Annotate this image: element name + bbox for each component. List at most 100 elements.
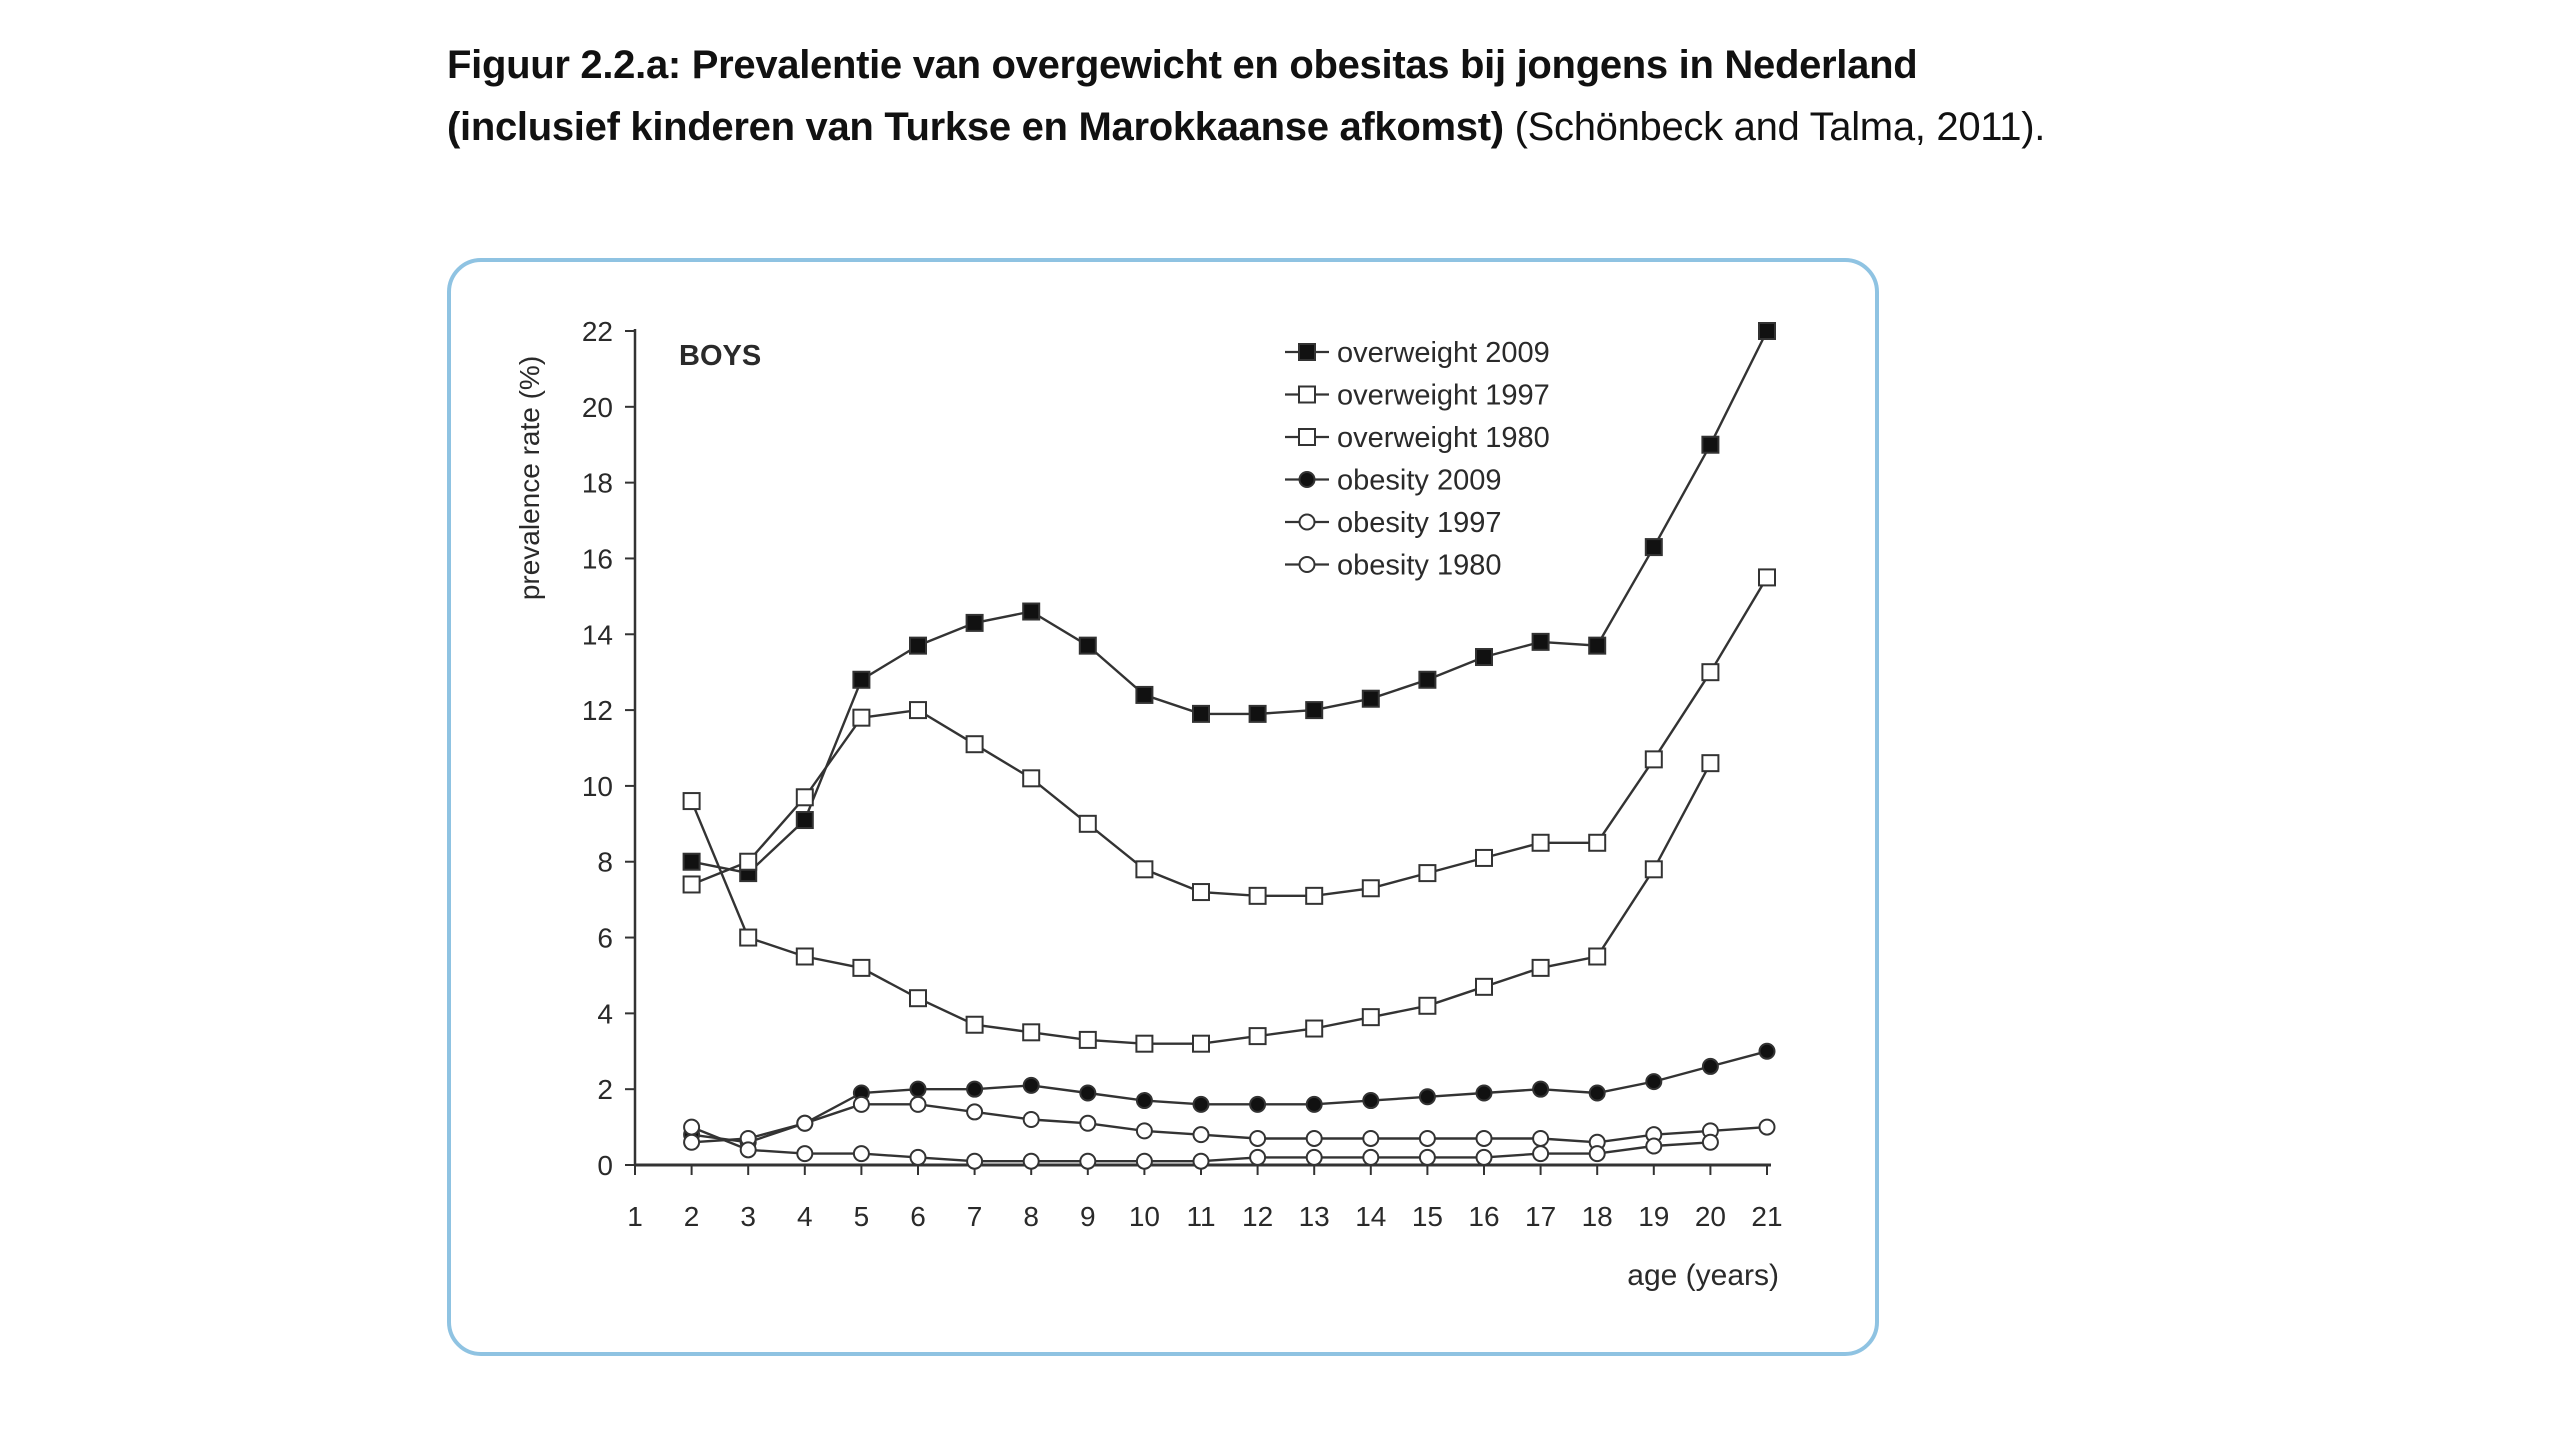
- data-point-marker: [1298, 471, 1316, 488]
- data-point-marker: [739, 1141, 757, 1159]
- x-tick-label: 2: [684, 1201, 700, 1232]
- y-tick-label: 22: [582, 316, 613, 347]
- data-point-marker: [1135, 1122, 1153, 1140]
- legend-item: obesity 1980: [1285, 550, 1501, 582]
- data-point-marker: [852, 1145, 870, 1163]
- legend-item: overweight 2009: [1285, 337, 1550, 369]
- data-point-marker: [965, 735, 984, 754]
- data-point-marker: [1192, 704, 1210, 723]
- series-overweight-1980: [682, 754, 1720, 1053]
- series-lines: [682, 322, 1776, 1170]
- data-point-marker: [1305, 886, 1324, 905]
- data-point-marker: [1645, 1137, 1663, 1155]
- y-tick-label: 12: [582, 695, 613, 726]
- data-point-marker: [1022, 769, 1041, 788]
- data-point-marker: [966, 1103, 984, 1121]
- data-point-marker: [1644, 750, 1663, 769]
- x-tick-label: 10: [1129, 1201, 1160, 1232]
- data-point-marker: [1298, 385, 1316, 404]
- data-point-marker: [909, 1148, 927, 1166]
- data-point-marker: [1532, 1129, 1550, 1147]
- data-point-marker: [1248, 704, 1267, 723]
- data-point-marker: [1249, 1148, 1267, 1166]
- caption-line-2-bold: (inclusief kinderen van Turkse en Marokk…: [447, 105, 1504, 149]
- data-point-marker: [1418, 1148, 1436, 1166]
- data-point-marker: [1192, 1034, 1210, 1053]
- data-point-marker: [965, 613, 984, 632]
- data-point-marker: [1701, 663, 1720, 682]
- data-point-marker: [1249, 1095, 1267, 1113]
- x-tick-label: 8: [1023, 1201, 1039, 1232]
- data-point-marker: [1298, 428, 1316, 446]
- x-tick-label: 4: [797, 1201, 813, 1232]
- data-point-marker: [1079, 1114, 1097, 1132]
- x-tick-label: 12: [1242, 1201, 1273, 1232]
- y-tick-label: 8: [597, 847, 613, 878]
- data-point-marker: [1362, 1148, 1380, 1166]
- data-point-marker: [739, 928, 758, 947]
- series-line: [691, 330, 1769, 875]
- x-tick-label: 5: [854, 1201, 870, 1232]
- data-point-marker: [909, 636, 927, 655]
- data-point-marker: [966, 1080, 984, 1098]
- data-point-marker: [795, 947, 814, 966]
- series-line: [690, 762, 1712, 1045]
- data-point-marker: [909, 1095, 927, 1113]
- data-point-marker: [1298, 556, 1316, 573]
- series-overweight-2009: [682, 322, 1776, 883]
- data-point-marker: [682, 875, 701, 894]
- caption-line-2: (inclusief kinderen van Turkse en Marokk…: [447, 96, 2347, 158]
- data-point-marker: [1701, 1057, 1719, 1075]
- data-point-marker: [1248, 1027, 1267, 1046]
- x-tick-label: 20: [1695, 1201, 1726, 1232]
- data-point-marker: [1418, 864, 1437, 883]
- data-point-marker: [1532, 1080, 1550, 1098]
- x-tick-label: 18: [1582, 1201, 1613, 1232]
- data-point-marker: [1361, 689, 1380, 708]
- data-point-marker: [682, 852, 701, 871]
- series-overweight-1997: [682, 568, 1776, 905]
- y-tick-label: 10: [582, 771, 613, 802]
- data-point-marker: [1362, 1092, 1380, 1110]
- data-point-marker: [1298, 343, 1316, 361]
- series-obesity-2009: [683, 1042, 1776, 1151]
- data-point-marker: [1192, 1095, 1210, 1113]
- data-point-marker: [909, 1080, 927, 1098]
- data-point-marker: [852, 670, 871, 689]
- data-point-marker: [1418, 1129, 1436, 1147]
- data-point-marker: [1022, 1152, 1040, 1170]
- data-point-marker: [683, 1118, 701, 1136]
- data-point-marker: [1701, 1133, 1719, 1151]
- data-point-marker: [1362, 1129, 1380, 1147]
- data-point-marker: [1249, 1129, 1267, 1147]
- data-point-marker: [966, 1152, 984, 1170]
- x-tick-label: 7: [967, 1201, 983, 1232]
- data-point-marker: [1645, 1073, 1663, 1091]
- data-point-marker: [1361, 1008, 1380, 1027]
- data-point-marker: [1305, 701, 1324, 720]
- data-point-marker: [1758, 1118, 1776, 1136]
- data-point-marker: [1588, 1084, 1606, 1102]
- x-tick-label: 1: [627, 1201, 643, 1232]
- series-line: [691, 1050, 1768, 1144]
- y-axis-label: prevalence rate (%): [514, 356, 545, 600]
- data-point-marker: [1475, 648, 1493, 667]
- legend-label: overweight 1997: [1337, 380, 1550, 412]
- x-tick-label: 16: [1468, 1201, 1499, 1232]
- y-tick-label: 20: [582, 392, 613, 423]
- data-point-marker: [1298, 513, 1316, 531]
- data-point-marker: [852, 708, 871, 727]
- y-tick-label: 2: [597, 1074, 613, 1105]
- y-tick-label: 6: [597, 923, 613, 954]
- data-point-marker: [1532, 1145, 1550, 1163]
- x-tick-label: 14: [1355, 1201, 1386, 1232]
- data-point-marker: [909, 989, 927, 1008]
- data-point-marker: [1588, 1145, 1606, 1163]
- data-point-marker: [1192, 1152, 1210, 1170]
- data-point-marker: [1135, 1034, 1154, 1053]
- y-tick-label: 18: [582, 468, 613, 499]
- legend-item: obesity 1997: [1285, 507, 1501, 539]
- x-axis-label: age (years): [1627, 1259, 1779, 1292]
- data-point-marker: [1758, 568, 1776, 587]
- legend-label: overweight 2009: [1337, 337, 1550, 369]
